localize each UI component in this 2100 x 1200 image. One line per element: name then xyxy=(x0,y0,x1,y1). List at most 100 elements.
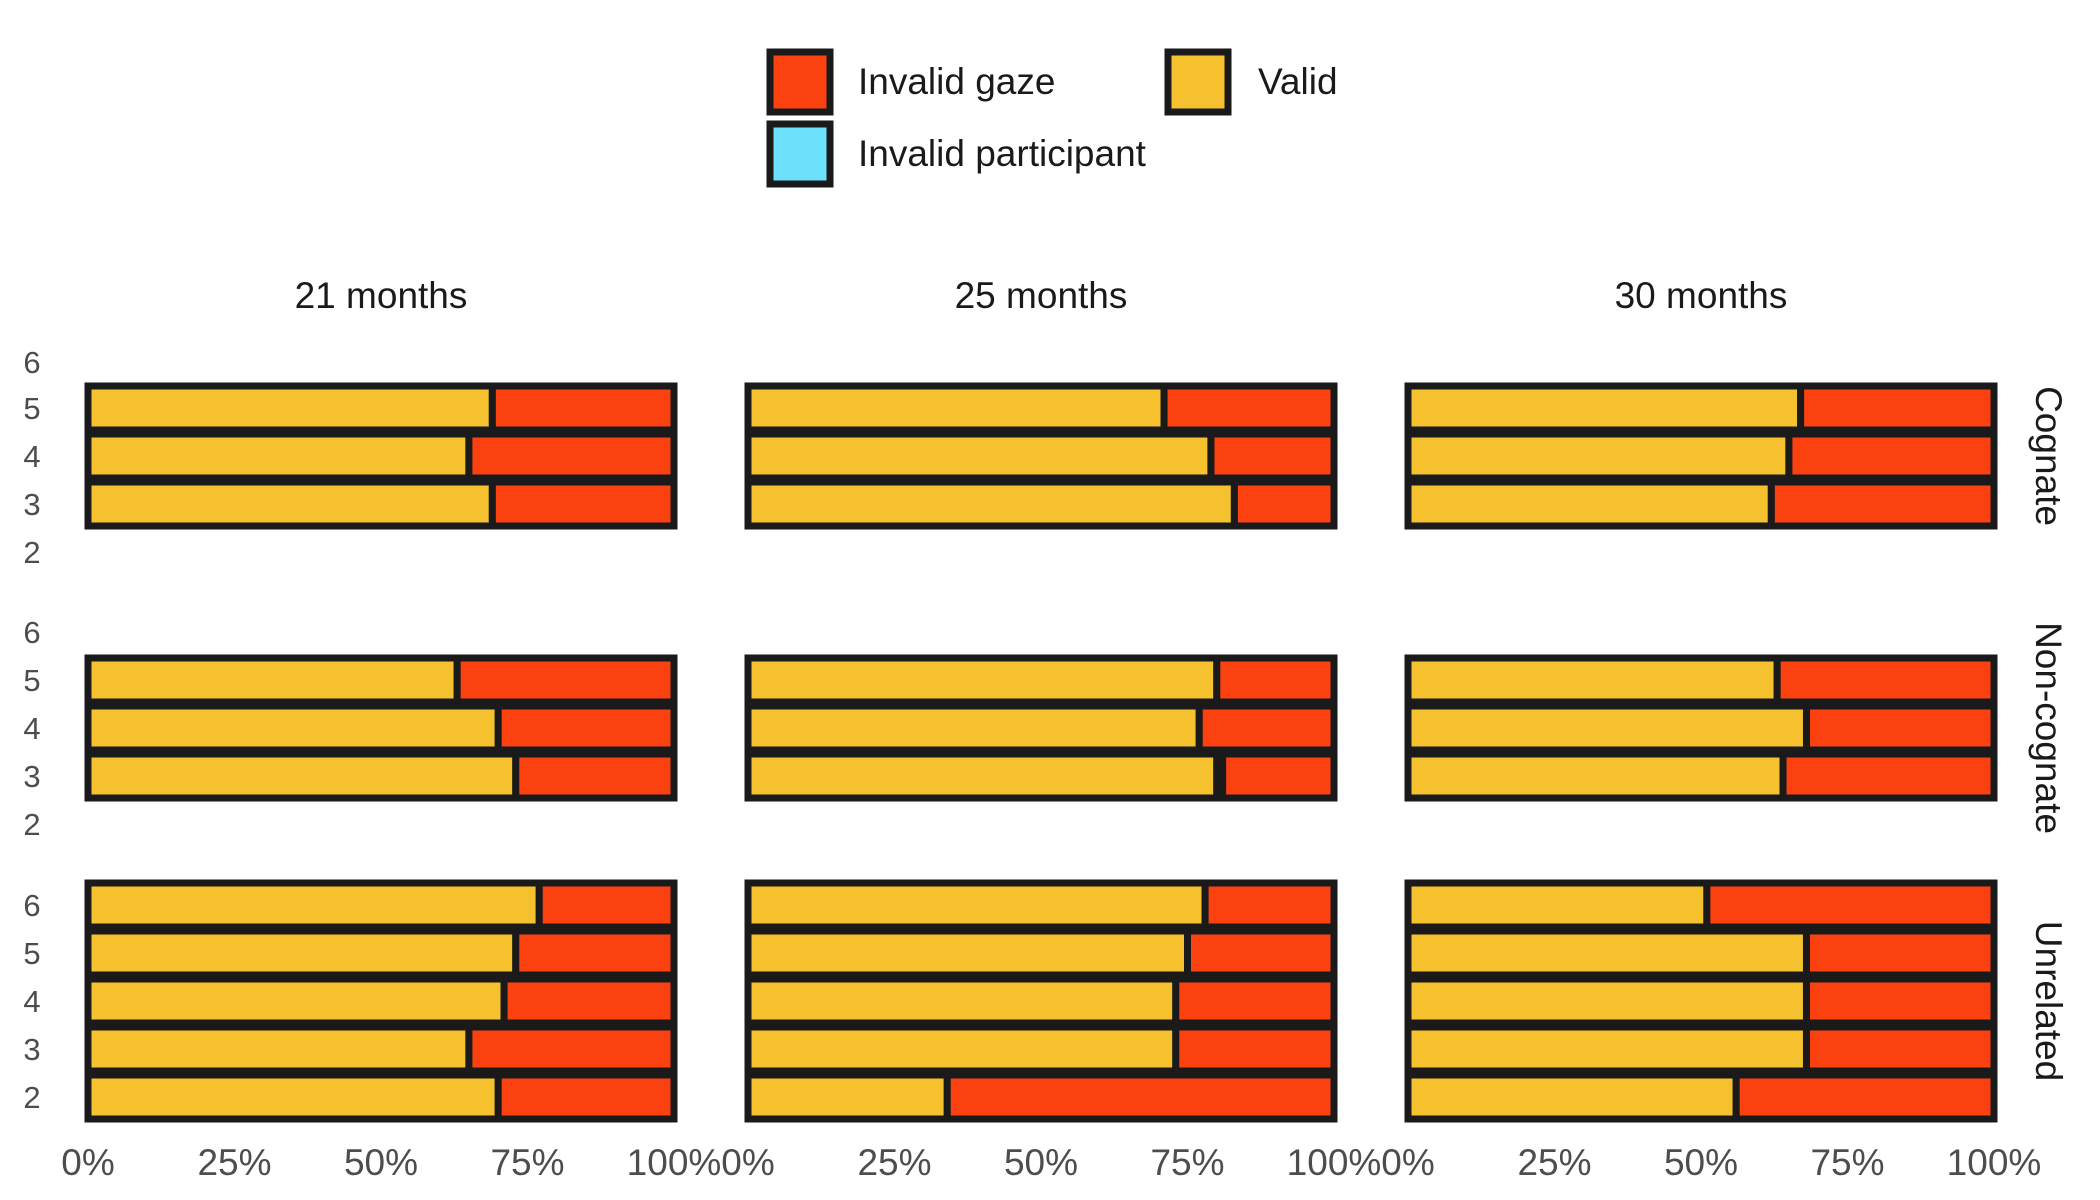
bar-segment-valid xyxy=(744,382,1168,434)
y-axes: 2 3 4 5 6 2 3 4 5 6 2 3 4 5 6 xyxy=(23,345,40,1115)
bar-segment-invalid-gaze xyxy=(1802,702,1998,754)
legend: Invalid gaze Valid Invalid participant xyxy=(766,48,1338,188)
facet-panel xyxy=(84,382,678,530)
facet-panel xyxy=(84,879,678,1123)
legend-label-invalid-gaze: Invalid gaze xyxy=(858,61,1055,102)
bar-segment-invalid-gaze xyxy=(943,1071,1338,1123)
x-tick-label: 25% xyxy=(1517,1142,1591,1183)
bar-segment-invalid-gaze xyxy=(512,750,678,802)
bar-segment-valid xyxy=(84,702,502,754)
legend-swatch-invalid-participant xyxy=(766,120,834,188)
facet-row-label: Non-cognate xyxy=(2028,622,2069,834)
bar-segment-valid xyxy=(744,879,1209,931)
x-tick-label: 25% xyxy=(857,1142,931,1183)
facet-panel xyxy=(744,654,1338,802)
bar-segment-valid xyxy=(744,430,1215,482)
bar-segment-valid xyxy=(744,478,1238,530)
x-axes: 0% 25% 50% 75% 100% 0% 25% 50% 75% 100% 0% 25% 50% 75… xyxy=(61,1142,2041,1183)
y-tick-label: 6 xyxy=(23,615,40,650)
bar-segment-invalid-gaze xyxy=(1773,654,1998,706)
facet-panel xyxy=(744,879,1338,1123)
bar-segment-invalid-gaze xyxy=(1779,750,1998,802)
bar-segment-valid xyxy=(84,1023,473,1075)
bar-segment-valid xyxy=(84,382,496,434)
bar-segment-invalid-gaze xyxy=(1184,927,1338,979)
y-tick-label: 6 xyxy=(23,888,40,923)
y-tick-label: 5 xyxy=(23,391,40,426)
facet-column-label: 21 months xyxy=(295,275,468,316)
x-tick-label: 100% xyxy=(1947,1142,2042,1183)
bar-segment-valid xyxy=(744,654,1221,706)
facet-panel xyxy=(1404,879,1998,1123)
bar-segment-valid xyxy=(84,975,508,1027)
bar-segment-invalid-gaze xyxy=(1703,879,1998,931)
bar-segment-valid xyxy=(1404,879,1711,931)
bar-segment-valid xyxy=(744,1071,951,1123)
x-tick-label: 75% xyxy=(1150,1142,1224,1183)
legend-swatch-invalid-gaze xyxy=(766,48,834,116)
legend-label-invalid-participant: Invalid participant xyxy=(858,133,1147,174)
y-tick-label: 2 xyxy=(23,1080,40,1115)
bar-segment-valid xyxy=(744,702,1203,754)
bar-segment-invalid-gaze xyxy=(1219,750,1338,802)
bar-segment-invalid-gaze xyxy=(1195,702,1338,754)
y-tick-label: 3 xyxy=(23,487,40,522)
bar-segment-invalid-gaze xyxy=(1802,975,1998,1027)
bar-segment-valid xyxy=(1404,382,1805,434)
bar-segment-invalid-gaze xyxy=(494,702,678,754)
bar-segment-valid xyxy=(744,1023,1180,1075)
x-tick-label: 75% xyxy=(490,1142,564,1183)
y-tick-label: 2 xyxy=(23,535,40,570)
bar-segment-invalid-gaze xyxy=(1172,975,1338,1027)
bar-segment-invalid-gaze xyxy=(1207,430,1338,482)
bar-segment-valid xyxy=(1404,654,1781,706)
bar-segment-valid xyxy=(1404,702,1810,754)
bar-segment-valid xyxy=(1404,975,1810,1027)
bar-segment-invalid-gaze xyxy=(465,1023,678,1075)
facet-panels xyxy=(84,382,1998,1123)
y-tick-label: 3 xyxy=(23,759,40,794)
y-tick-label: 3 xyxy=(23,1032,40,1067)
bar-segment-valid xyxy=(1404,430,1793,482)
facet-panel xyxy=(84,654,678,802)
bar-segment-invalid-gaze xyxy=(488,478,678,530)
bar-segment-invalid-gaze xyxy=(1802,927,1998,979)
bar-segment-invalid-gaze xyxy=(488,382,678,434)
facet-panel xyxy=(1404,382,1998,530)
bar-segment-valid xyxy=(1404,1023,1810,1075)
bar-segment-invalid-gaze xyxy=(1172,1023,1338,1075)
y-tick-label: 6 xyxy=(23,345,40,380)
x-tick-label: 100% xyxy=(627,1142,722,1183)
legend-item-valid: Valid xyxy=(1164,48,1338,116)
bar-segment-invalid-gaze xyxy=(535,879,678,931)
bar-segment-valid xyxy=(1404,750,1787,802)
facet-panel xyxy=(1404,654,1998,802)
x-tick-label: 50% xyxy=(1664,1142,1738,1183)
facet-row-label: Unrelated xyxy=(2028,921,2069,1081)
bar-segment-invalid-gaze xyxy=(1797,382,1998,434)
legend-item-invalid-participant: Invalid participant xyxy=(766,120,1147,188)
bar-segment-invalid-gaze xyxy=(1732,1071,1998,1123)
bar-segment-valid xyxy=(1404,478,1775,530)
bar-segment-invalid-gaze xyxy=(1767,478,1998,530)
bar-segment-valid xyxy=(84,478,496,530)
x-tick-label: 0% xyxy=(61,1142,114,1183)
bar-segment-invalid-gaze xyxy=(453,654,678,706)
bar-segment-invalid-gaze xyxy=(1160,382,1338,434)
bar-segment-valid xyxy=(84,654,461,706)
bar-segment-valid xyxy=(84,927,520,979)
bar-segment-invalid-gaze xyxy=(1785,430,1998,482)
legend-item-invalid-gaze: Invalid gaze xyxy=(766,48,1055,116)
bar-segment-invalid-gaze xyxy=(1230,478,1338,530)
x-tick-label: 0% xyxy=(721,1142,774,1183)
y-tick-label: 5 xyxy=(23,936,40,971)
bar-segment-valid xyxy=(84,1071,502,1123)
bar-segment-valid xyxy=(1404,1071,1740,1123)
y-tick-label: 4 xyxy=(23,439,40,474)
bar-segment-invalid-gaze xyxy=(500,975,678,1027)
bar-segment-invalid-gaze xyxy=(1213,654,1338,706)
bar-segment-valid xyxy=(84,430,473,482)
facet-row-labels: Cognate Non-cognate Unrelated xyxy=(2028,386,2069,1081)
